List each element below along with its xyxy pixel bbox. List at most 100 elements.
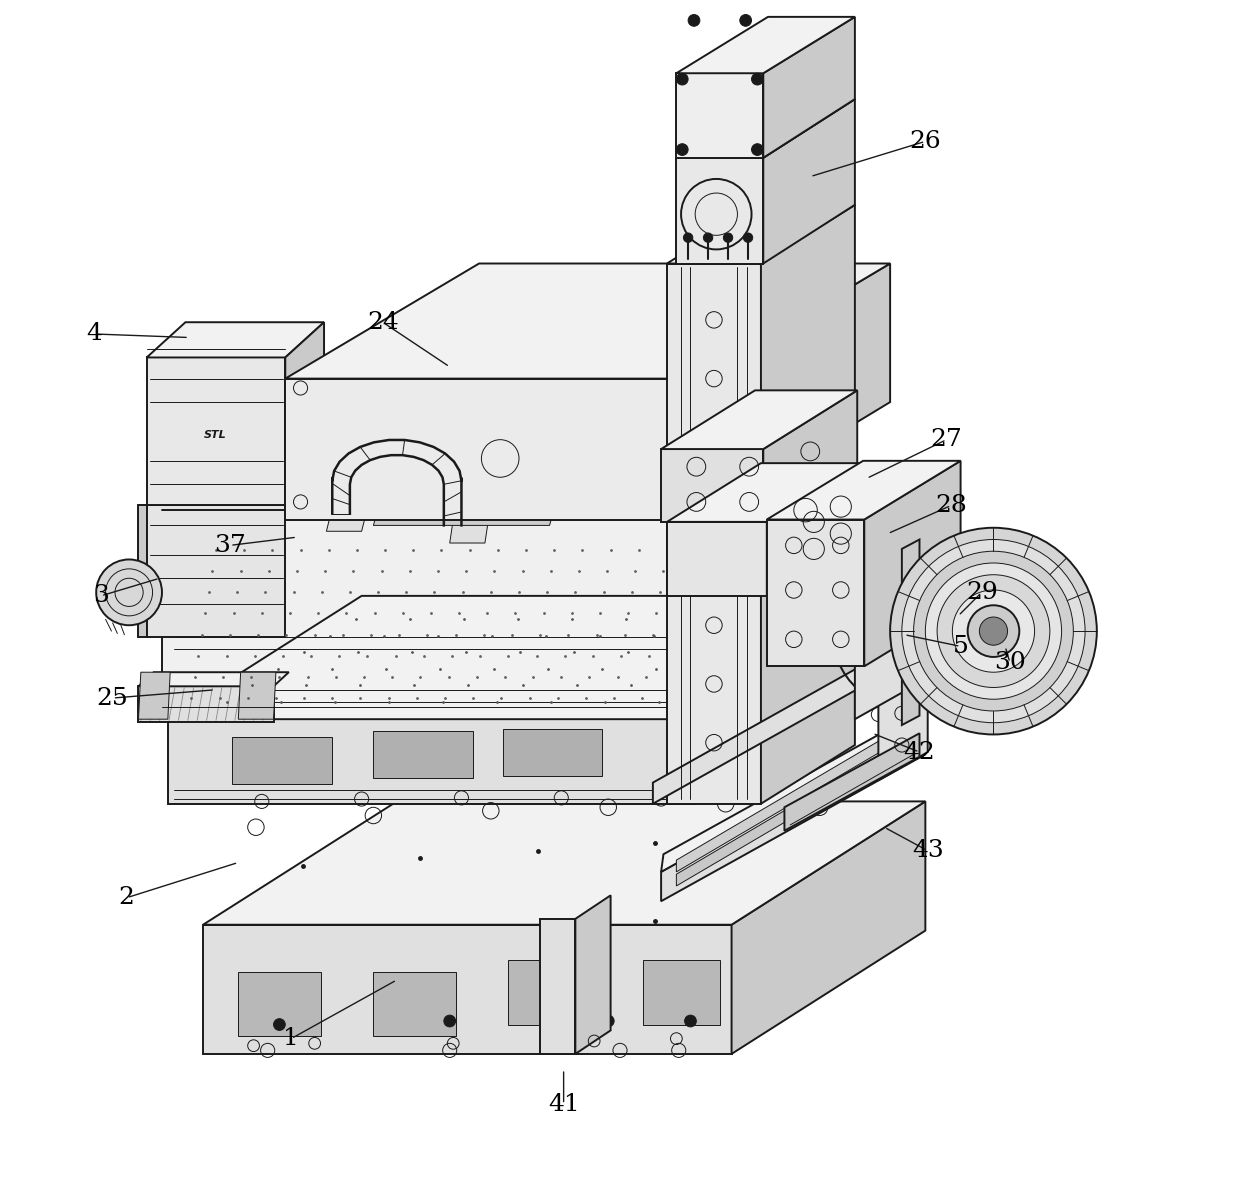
- Polygon shape: [502, 728, 603, 775]
- Circle shape: [967, 605, 1019, 657]
- Polygon shape: [203, 925, 732, 1054]
- Polygon shape: [785, 733, 920, 831]
- Polygon shape: [139, 687, 274, 721]
- Polygon shape: [901, 539, 920, 725]
- Text: 29: 29: [966, 581, 998, 604]
- Polygon shape: [661, 450, 764, 522]
- Polygon shape: [676, 733, 916, 886]
- Text: 5: 5: [952, 635, 968, 658]
- Text: 24: 24: [367, 310, 398, 334]
- Polygon shape: [761, 205, 854, 804]
- Text: 4: 4: [86, 322, 102, 346]
- Text: 26: 26: [909, 130, 941, 153]
- Polygon shape: [373, 971, 455, 1036]
- Circle shape: [97, 559, 162, 625]
- Circle shape: [914, 551, 1074, 712]
- Polygon shape: [139, 623, 285, 628]
- Polygon shape: [373, 730, 474, 778]
- Polygon shape: [878, 670, 928, 703]
- Circle shape: [676, 73, 688, 85]
- Polygon shape: [667, 464, 861, 522]
- Polygon shape: [854, 592, 928, 719]
- Polygon shape: [326, 507, 367, 531]
- Circle shape: [274, 1018, 285, 1030]
- Text: 43: 43: [911, 839, 944, 863]
- Circle shape: [684, 1015, 697, 1027]
- Circle shape: [743, 232, 753, 242]
- Circle shape: [444, 1015, 455, 1027]
- Polygon shape: [203, 801, 925, 925]
- Polygon shape: [285, 379, 697, 519]
- Polygon shape: [764, 99, 854, 263]
- Polygon shape: [878, 675, 928, 780]
- Polygon shape: [146, 322, 324, 358]
- Polygon shape: [146, 505, 285, 637]
- Polygon shape: [676, 719, 916, 872]
- Text: 30: 30: [994, 651, 1025, 674]
- Polygon shape: [661, 708, 928, 872]
- Polygon shape: [285, 263, 890, 379]
- Polygon shape: [167, 719, 697, 804]
- Polygon shape: [167, 596, 890, 719]
- Polygon shape: [854, 584, 929, 634]
- Polygon shape: [766, 464, 861, 596]
- Polygon shape: [661, 725, 925, 902]
- Polygon shape: [575, 896, 610, 1054]
- Polygon shape: [162, 510, 697, 719]
- Circle shape: [683, 232, 693, 242]
- Text: 41: 41: [548, 1093, 579, 1116]
- Polygon shape: [764, 391, 857, 522]
- Text: 37: 37: [215, 533, 246, 557]
- Polygon shape: [864, 461, 961, 667]
- Text: 1: 1: [283, 1027, 299, 1050]
- Text: STL: STL: [203, 430, 226, 440]
- Polygon shape: [653, 663, 867, 804]
- Polygon shape: [676, 99, 854, 158]
- Polygon shape: [653, 678, 854, 804]
- Polygon shape: [238, 673, 275, 719]
- Circle shape: [952, 590, 1034, 673]
- Polygon shape: [697, 263, 890, 519]
- Polygon shape: [232, 736, 332, 784]
- Circle shape: [751, 73, 764, 85]
- Circle shape: [751, 144, 764, 156]
- Polygon shape: [139, 673, 289, 687]
- Polygon shape: [373, 517, 552, 525]
- Circle shape: [703, 232, 713, 242]
- Text: 25: 25: [97, 687, 129, 709]
- Text: 28: 28: [935, 494, 967, 517]
- Polygon shape: [697, 596, 890, 804]
- Circle shape: [723, 232, 733, 242]
- Polygon shape: [766, 519, 864, 667]
- Polygon shape: [667, 205, 854, 263]
- Text: 3: 3: [93, 584, 109, 608]
- Circle shape: [603, 1015, 614, 1027]
- Polygon shape: [450, 519, 489, 543]
- Circle shape: [937, 575, 1050, 688]
- Polygon shape: [732, 801, 925, 1054]
- Circle shape: [676, 144, 688, 156]
- Circle shape: [740, 14, 751, 26]
- Polygon shape: [146, 358, 285, 505]
- Polygon shape: [285, 322, 324, 505]
- Polygon shape: [667, 263, 761, 804]
- Polygon shape: [667, 522, 766, 596]
- Polygon shape: [661, 391, 857, 450]
- Text: 42: 42: [904, 741, 935, 763]
- Polygon shape: [644, 961, 720, 1024]
- Circle shape: [980, 617, 1008, 645]
- Polygon shape: [676, 158, 764, 263]
- Circle shape: [688, 14, 699, 26]
- Polygon shape: [238, 971, 320, 1036]
- Polygon shape: [139, 673, 170, 719]
- Polygon shape: [139, 505, 146, 637]
- Text: 27: 27: [931, 428, 962, 451]
- Polygon shape: [676, 17, 854, 73]
- Polygon shape: [676, 73, 764, 158]
- Text: 2: 2: [119, 886, 135, 910]
- Circle shape: [890, 527, 1097, 734]
- Polygon shape: [764, 17, 854, 158]
- Circle shape: [901, 539, 1085, 722]
- Circle shape: [925, 563, 1061, 700]
- Polygon shape: [766, 461, 961, 519]
